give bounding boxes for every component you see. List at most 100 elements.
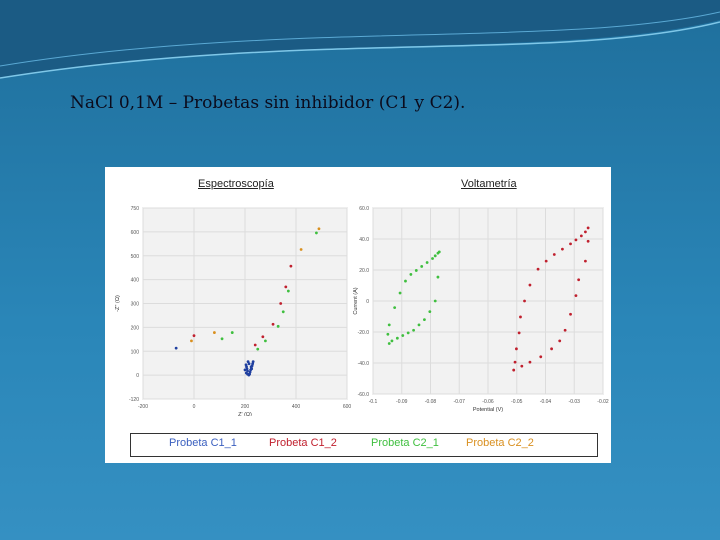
data-point <box>417 323 421 327</box>
y-tick-label: 400 <box>131 278 140 284</box>
y-tick-label: -120 <box>129 397 139 403</box>
spectroscopy-title: Espectroscopía <box>198 178 274 190</box>
y-tick-label: 200 <box>131 325 140 331</box>
data-point <box>398 291 402 295</box>
data-point <box>220 337 224 341</box>
data-point <box>515 347 518 351</box>
y-tick-label: 750 <box>131 206 140 212</box>
y-tick-label: 20.0 <box>359 268 369 274</box>
data-point <box>192 334 196 338</box>
data-point <box>289 264 293 268</box>
data-point <box>561 247 564 251</box>
y-tick-label: 40.0 <box>359 237 369 243</box>
data-point <box>436 275 440 279</box>
data-point <box>271 322 275 326</box>
y-tick-label: -40.0 <box>358 361 370 367</box>
data-point <box>544 259 548 263</box>
voltammetry-title: Voltametría <box>461 178 517 190</box>
data-point <box>281 310 285 314</box>
x-tick-label: -200 <box>138 404 148 410</box>
data-point <box>264 339 267 343</box>
data-point <box>584 230 587 234</box>
data-point <box>253 343 257 347</box>
data-point <box>276 324 280 328</box>
x-tick-label: -0.07 <box>454 399 466 405</box>
data-point <box>517 331 521 335</box>
x-tick-label: -0.08 <box>425 399 437 405</box>
x-axis-label: Potential (V) <box>473 407 503 413</box>
data-point <box>286 289 290 293</box>
data-point <box>315 231 318 235</box>
data-point <box>387 342 391 345</box>
legend-item-c2-1: Probeta C2_1 <box>371 437 439 449</box>
data-point <box>317 227 321 231</box>
x-tick-label: 0 <box>193 404 196 410</box>
slide-title: NaCl 0,1M – Probetas sin inhibidor (C1 y… <box>70 93 466 113</box>
data-point <box>414 269 418 272</box>
y-tick-label: 500 <box>131 254 140 260</box>
data-point <box>512 368 516 372</box>
data-point <box>412 328 415 332</box>
data-point <box>247 362 251 366</box>
data-point <box>528 283 532 287</box>
data-point <box>251 360 255 364</box>
data-point <box>174 346 178 350</box>
y-tick-label: -60.0 <box>358 392 370 398</box>
data-point <box>519 315 522 319</box>
data-point <box>574 238 578 242</box>
data-point <box>436 251 440 255</box>
data-point <box>404 279 407 283</box>
y-tick-label: 300 <box>131 302 140 308</box>
x-tick-label: 400 <box>292 404 301 410</box>
x-tick-label: -0.02 <box>597 399 609 405</box>
data-point <box>431 257 434 260</box>
figure-panel: Espectroscopía Voltametría -200 0 200 400 60… <box>105 167 611 463</box>
y-axis-label: -Z'' (Ω) <box>115 295 121 312</box>
data-point <box>246 360 250 364</box>
y-tick-label: 600 <box>131 230 140 236</box>
x-tick-label: 600 <box>343 404 352 410</box>
data-point <box>574 294 578 298</box>
data-point <box>552 253 556 256</box>
data-point <box>244 363 248 367</box>
data-point <box>409 273 413 276</box>
data-point <box>425 261 429 264</box>
data-point <box>433 299 437 303</box>
data-point <box>569 242 572 246</box>
data-point <box>586 226 590 230</box>
data-point <box>261 335 265 339</box>
x-tick-label: -0.03 <box>569 399 581 405</box>
data-point <box>279 302 283 305</box>
data-point <box>433 254 437 258</box>
x-tick-label: -0.06 <box>482 399 494 405</box>
data-point <box>395 336 399 340</box>
data-point <box>577 278 581 282</box>
data-point <box>386 332 390 336</box>
data-point <box>256 347 260 351</box>
data-point <box>406 331 410 335</box>
data-point <box>390 339 394 343</box>
x-tick-label: -0.04 <box>540 399 552 405</box>
data-point <box>528 360 532 364</box>
y-tick-label: 60.0 <box>359 206 369 212</box>
data-point <box>230 331 234 334</box>
data-point <box>423 318 426 321</box>
data-point <box>250 367 254 371</box>
data-point <box>420 265 424 268</box>
data-point <box>523 299 526 303</box>
data-point <box>550 347 553 351</box>
y-tick-label: 100 <box>131 349 140 355</box>
cv-chart: -0.1 -0.09 -0.08 -0.07 -0.06 -0.05 -0.04 -0.03 -… <box>353 206 609 413</box>
data-point <box>558 339 562 343</box>
data-point <box>579 234 583 238</box>
x-tick-label: -0.09 <box>396 399 408 405</box>
data-point <box>387 323 391 327</box>
data-point <box>213 331 216 334</box>
data-point <box>569 312 572 316</box>
data-point <box>586 239 590 243</box>
data-point <box>393 306 397 310</box>
x-axis-label: Z' (Ω) <box>238 412 252 416</box>
data-point <box>190 339 193 343</box>
x-tick-label: 200 <box>241 404 250 410</box>
data-point <box>284 285 288 289</box>
